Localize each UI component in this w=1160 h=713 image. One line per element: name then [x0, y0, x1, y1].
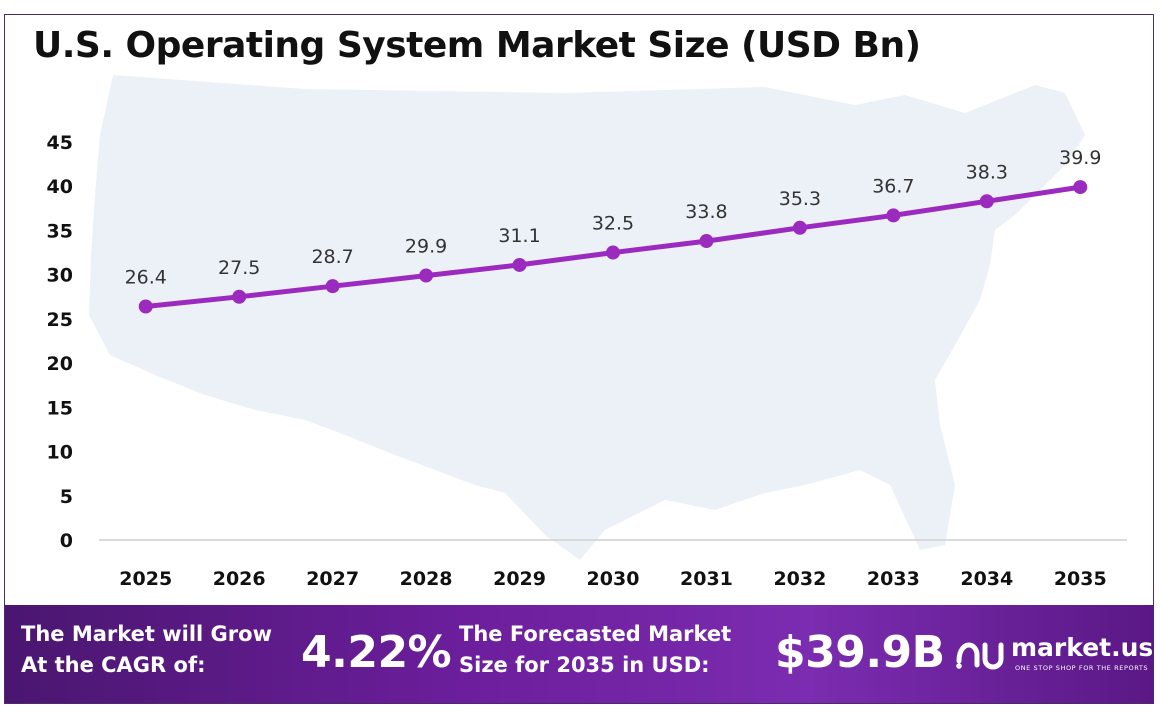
- forecast-label: The Forecasted Market Size for 2035 in U…: [459, 619, 731, 681]
- chart-title: U.S. Operating System Market Size (USD B…: [33, 25, 921, 66]
- x-tick-label: 2031: [680, 568, 733, 590]
- data-point: [1073, 180, 1088, 195]
- data-label: 28.7: [311, 246, 353, 268]
- y-tick-label: 30: [47, 265, 73, 287]
- data-label: 32.5: [592, 213, 634, 235]
- cagr-value: 4.22%: [301, 627, 452, 678]
- y-tick-label: 20: [47, 353, 73, 375]
- y-tick-label: 35: [47, 220, 73, 242]
- x-axis: 2025 2026 2027 2028 2029 2030 2031 2032 2033 2034…: [99, 539, 1127, 590]
- y-tick-label: 45: [47, 132, 73, 154]
- data-point: [419, 268, 434, 283]
- y-tick-label: 25: [47, 309, 73, 331]
- data-label: 39.9: [1059, 147, 1101, 169]
- x-tick-label: 2034: [960, 568, 1013, 590]
- y-tick-label: 5: [60, 486, 73, 508]
- data-point: [979, 194, 994, 209]
- x-tick-label: 2029: [493, 568, 546, 590]
- x-tick-label: 2033: [867, 568, 920, 590]
- us-map-background: [89, 75, 1085, 560]
- cagr-label-line1: The Market will Grow: [21, 622, 272, 646]
- forecast-value: $39.9B: [775, 627, 945, 678]
- data-point: [792, 220, 807, 235]
- y-tick-label: 15: [47, 397, 73, 419]
- data-label: 27.5: [218, 257, 260, 279]
- data-point: [232, 289, 247, 304]
- data-point: [699, 234, 714, 249]
- market-us-logo: market.us ONE STOP SHOP FOR THE REPORTS: [955, 629, 1154, 679]
- summary-footer: The Market will Grow At the CAGR of: 4.2…: [5, 605, 1154, 703]
- data-point: [512, 257, 527, 272]
- data-point: [886, 208, 901, 223]
- y-axis: 0 5 10 15 20 25 30 35 40 45: [47, 132, 73, 552]
- cagr-label-line2: At the CAGR of:: [21, 653, 206, 677]
- y-tick-label: 0: [60, 530, 73, 552]
- chart-frame: U.S. Operating System Market Size (USD B…: [4, 14, 1154, 704]
- forecast-label-line1: The Forecasted Market: [459, 622, 732, 646]
- data-label: 29.9: [405, 236, 447, 258]
- logo-name: market.us: [1011, 633, 1154, 662]
- x-tick-label: 2032: [773, 568, 826, 590]
- x-tick-label: 2026: [213, 568, 266, 590]
- data-series: 26.4 27.5 28.7 29.9 31.1 32.5 33.8 35.3 36.7 38.3…: [125, 147, 1101, 314]
- data-label: 36.7: [872, 175, 914, 197]
- data-point: [325, 279, 340, 294]
- data-point: [606, 245, 620, 260]
- x-tick-label: 2030: [587, 568, 640, 590]
- x-tick-label: 2025: [119, 568, 172, 590]
- x-tick-label: 2028: [400, 568, 453, 590]
- data-label: 33.8: [685, 201, 727, 223]
- market-us-logo-icon: [956, 642, 1004, 670]
- data-label: 35.3: [779, 188, 821, 210]
- cagr-label: The Market will Grow At the CAGR of:: [21, 619, 272, 681]
- logo-tagline: ONE STOP SHOP FOR THE REPORTS: [1015, 664, 1149, 672]
- x-tick-label: 2027: [306, 568, 359, 590]
- y-tick-label: 40: [47, 176, 73, 198]
- data-label: 38.3: [966, 161, 1008, 183]
- data-point: [138, 299, 153, 314]
- data-label: 31.1: [498, 225, 540, 247]
- data-label: 26.4: [125, 267, 167, 289]
- forecast-label-line2: Size for 2035 in USD:: [459, 653, 710, 677]
- x-tick-label: 2035: [1054, 568, 1107, 590]
- y-tick-label: 10: [47, 442, 73, 464]
